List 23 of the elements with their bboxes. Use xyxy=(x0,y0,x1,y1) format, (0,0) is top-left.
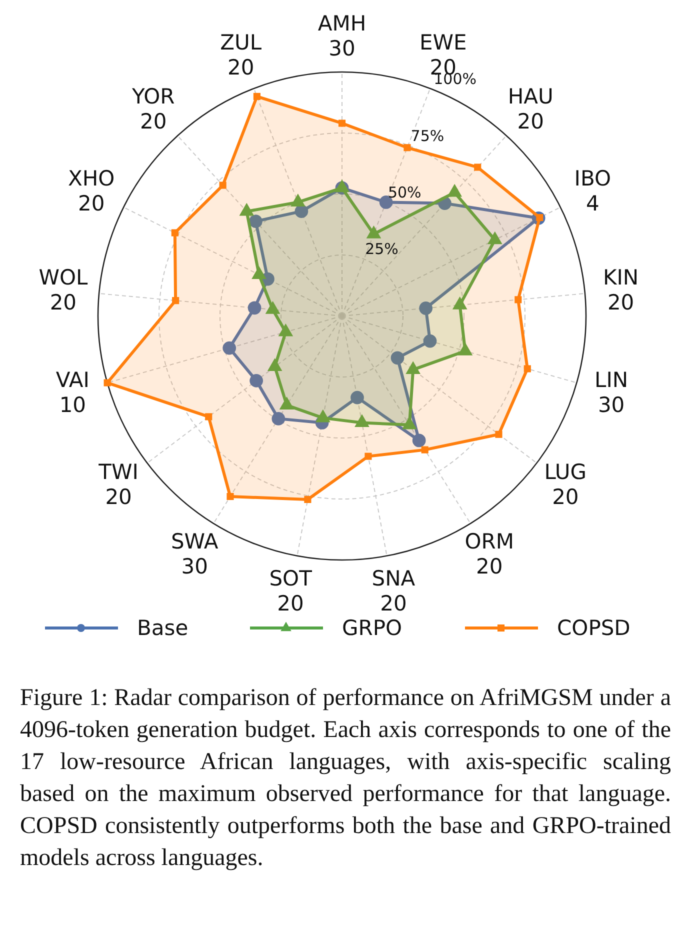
spoke-label: ZUL 20 xyxy=(220,30,262,80)
legend-label: GRPO xyxy=(342,616,402,640)
spoke-label: SNA 20 xyxy=(372,566,416,616)
spoke-label: WOL 20 xyxy=(38,266,88,315)
legend-label: Base xyxy=(137,616,188,640)
spoke-label: KIN 20 xyxy=(602,266,639,315)
spoke-label: TWI 20 xyxy=(98,460,138,510)
legend-label: COPSD xyxy=(557,616,630,640)
y-tick-label: 50% xyxy=(388,183,422,202)
spoke-label: SOT 20 xyxy=(269,566,312,616)
spoke-label: SWA 30 xyxy=(170,530,219,579)
spoke-label: LIN 30 xyxy=(594,368,628,418)
spoke-label: HAU 20 xyxy=(508,84,554,134)
y-tick-label: 75% xyxy=(410,126,444,145)
caption: Figure 1: Radar comparison of performance on AfriMGSM under a 4096-token generation budget. Each axis corresponds to one of the 17 low-resource African languages, with axis-specific scaling based on the maximum observed performance for that language. COPSD consistently outperforms both the base and GRPO-trained models across languages. xyxy=(20,684,671,873)
spoke-label: ORM 20 xyxy=(464,530,514,579)
spoke-label: YOR 20 xyxy=(130,84,175,134)
y-tick-label: 25% xyxy=(365,240,398,258)
spoke-label: XHO 20 xyxy=(68,166,115,216)
spoke-label: VAI 10 xyxy=(56,368,90,418)
spoke-label: LUG 20 xyxy=(544,460,587,510)
spoke-label: AMH 30 xyxy=(318,12,366,60)
spoke-label: IBO 4 xyxy=(574,166,612,216)
